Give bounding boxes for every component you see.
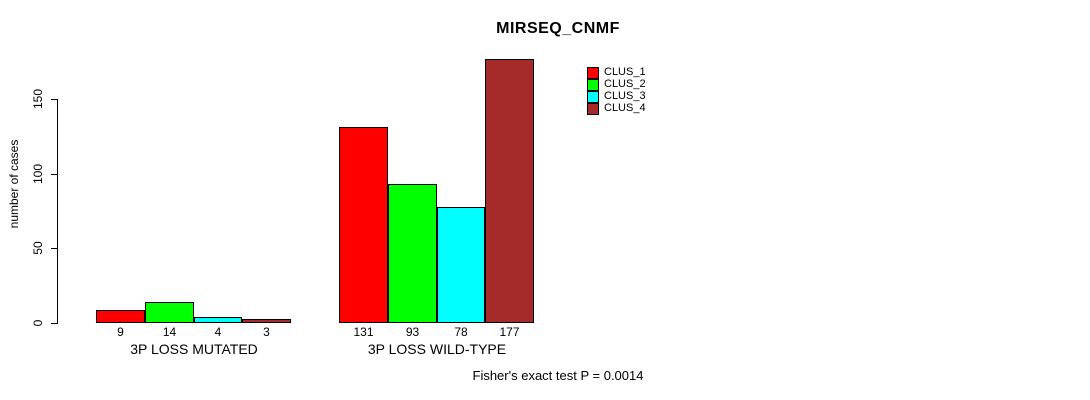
category-label: 3P LOSS MUTATED bbox=[130, 341, 258, 357]
y-tick-label: 100 bbox=[31, 163, 45, 185]
legend-swatch-clus_1 bbox=[587, 67, 599, 79]
bar-value-label: 9 bbox=[117, 325, 124, 339]
y-tick-label: 150 bbox=[31, 88, 45, 110]
legend-label: CLUS_1 bbox=[604, 66, 646, 78]
bar-clus_3-1 bbox=[194, 317, 242, 323]
legend-row: CLUS_3 bbox=[587, 90, 667, 103]
bar-clus_4-2 bbox=[485, 59, 534, 323]
y-tick bbox=[51, 323, 57, 324]
bar-value-label: 131 bbox=[353, 325, 374, 339]
bar-value-label: 78 bbox=[454, 325, 468, 339]
legend-label: CLUS_4 bbox=[604, 102, 646, 114]
bar-value-label: 177 bbox=[499, 325, 520, 339]
bar-clus_4-1 bbox=[242, 319, 291, 323]
bar-value-label: 3 bbox=[263, 325, 270, 339]
y-axis-label: number of cases bbox=[7, 139, 21, 229]
bar-clus_1-1 bbox=[96, 310, 145, 323]
bar-clus_1-2 bbox=[339, 127, 388, 323]
bar-clus_2-1 bbox=[145, 302, 194, 323]
legend-swatch-clus_2 bbox=[587, 79, 599, 91]
y-tick bbox=[51, 174, 57, 175]
legend-row: CLUS_1 bbox=[587, 66, 667, 79]
legend-label: CLUS_3 bbox=[604, 90, 646, 102]
legend-row: CLUS_4 bbox=[587, 102, 667, 115]
bar-clus_2-2 bbox=[388, 184, 437, 323]
category-label: 3P LOSS WILD-TYPE bbox=[367, 341, 507, 357]
bar-value-label: 14 bbox=[162, 325, 177, 339]
y-axis-line bbox=[57, 99, 58, 324]
bar-clus_3-2 bbox=[437, 207, 485, 323]
y-tick bbox=[51, 248, 57, 249]
legend-row: CLUS_2 bbox=[587, 78, 667, 91]
footer-note: Fisher's exact test P = 0.0014 bbox=[472, 368, 644, 383]
y-tick-label: 50 bbox=[31, 241, 45, 255]
bar-value-label: 93 bbox=[405, 325, 420, 339]
legend-label: CLUS_2 bbox=[604, 78, 646, 90]
bar-value-label: 4 bbox=[214, 325, 222, 339]
legend-swatch-clus_3 bbox=[587, 91, 599, 103]
y-tick bbox=[51, 99, 57, 100]
y-tick-label: 0 bbox=[31, 319, 45, 327]
chart-title: MIRSEQ_CNMF bbox=[496, 20, 620, 37]
legend-swatch-clus_4 bbox=[587, 103, 599, 115]
